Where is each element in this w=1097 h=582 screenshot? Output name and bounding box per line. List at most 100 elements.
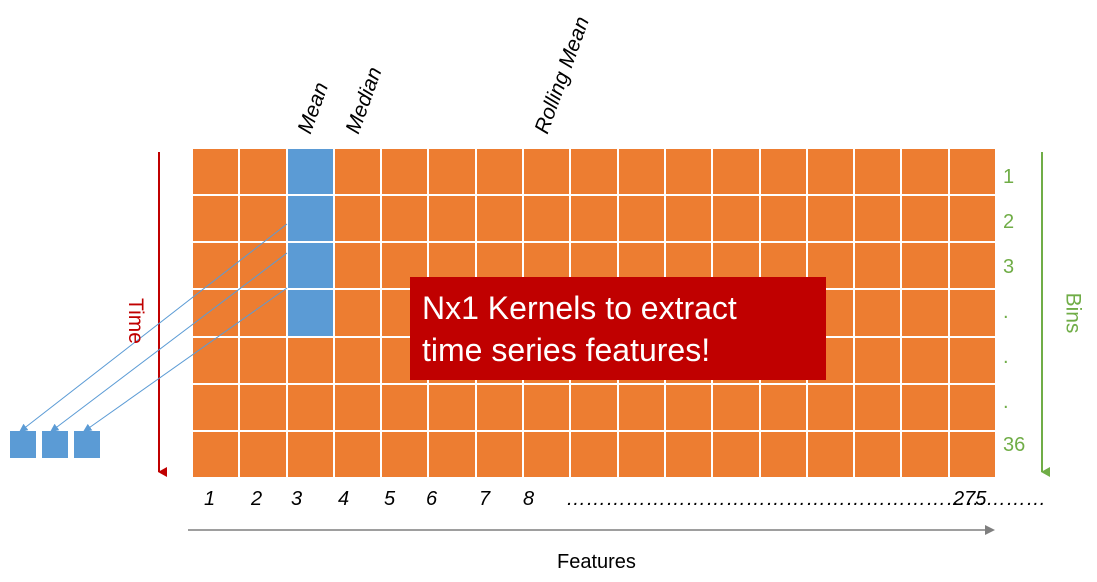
grid-cell [901,336,949,384]
grid-cell [712,148,760,196]
grid-cell [712,430,760,478]
bin-label: . [1003,391,1009,413]
grid-cell [192,430,240,478]
grid-cell [570,148,618,196]
grid-cell [286,430,334,478]
grid-cell [664,148,713,196]
grid-cell [854,242,902,290]
grid-cell [617,383,665,431]
feature-number: 6 [426,488,438,510]
grid-cell [428,383,476,431]
grid-cell [333,195,382,243]
grid-cell [523,195,571,243]
feature-ellipsis: ……………………………………………………………… [566,488,1046,510]
grid-cell [854,430,902,478]
grid-cell [239,336,287,384]
grid-cell [239,383,287,431]
grid-cell [948,195,996,243]
grid-cell [286,148,334,196]
grid-cell [475,383,524,431]
feature-number: 2 [251,488,263,510]
grid-cell [759,195,807,243]
grid-cell [901,195,949,243]
grid-cell [523,148,571,196]
grid-cell [948,430,996,478]
kernel-banner: Nx1 Kernels to extract time series featu… [410,277,826,380]
feature-number-last: 275 [953,488,987,510]
bin-label: 3 [1003,256,1015,278]
grid-cell [428,195,476,243]
grid-cell [192,148,240,196]
grid-cell [617,430,665,478]
grid-cell [381,242,429,290]
grid-cell [239,289,287,337]
bin-label: 2 [1003,211,1015,233]
bin-label: 1 [1003,166,1015,188]
grid-cell [333,430,382,478]
grid-cell [854,195,902,243]
feature-number: 8 [523,488,535,510]
grid-cell [192,289,240,337]
grid-cell [381,148,429,196]
kernel-arrow-3 [82,287,288,433]
feature-number: 4 [338,488,350,510]
banner-line-2: time series features! [422,332,711,368]
kernel-arrow-2 [49,252,288,433]
grid-cell [475,195,524,243]
grid-cell [475,430,524,478]
grid-cell [428,148,476,196]
grid-cell [664,430,713,478]
grid-cell [854,383,902,431]
grid-cell [712,195,760,243]
grid-cell [617,148,665,196]
grid-cell [286,289,334,337]
grid-cell [854,336,902,384]
grid-cell [239,195,287,243]
time-axis-label: Time [123,298,147,344]
grid-cell [192,383,240,431]
grid-cell [948,336,996,384]
grid-cell [901,242,949,290]
features-axis-label: Features [557,551,636,573]
grid-cell [854,148,902,196]
grid-cell [664,383,713,431]
grid-cell [475,148,524,196]
grid-cell [948,242,996,290]
grid-cell [901,289,949,337]
bin-label: . [1003,301,1009,323]
grid-cell [239,430,287,478]
feature-number: 3 [291,488,303,510]
grid-cell [523,430,571,478]
grid-cell [901,148,949,196]
grid-cell [286,336,334,384]
grid-cell [948,383,996,431]
grid-cell [239,242,287,290]
grid-cell [381,430,429,478]
grid-cell [192,336,240,384]
grid-cell [286,383,334,431]
grid-cell [948,148,996,196]
grid-cell [286,195,334,243]
grid-cell [333,383,382,431]
grid-cell [854,289,902,337]
grid-cell [617,195,665,243]
grid-cell [712,383,760,431]
grid-cell [333,148,382,196]
grid-cell [948,289,996,337]
grid-cell [806,383,855,431]
output-box-2 [42,431,68,458]
grid-cell [381,195,429,243]
grid-cell [806,148,855,196]
feature-number: 1 [204,488,216,510]
grid-cell [239,148,287,196]
grid-cell [664,195,713,243]
grid-cell [901,430,949,478]
kernel-arrow-1 [18,223,288,433]
grid-cell [381,383,429,431]
feature-number: 5 [384,488,396,510]
grid-cell [333,336,382,384]
grid-cell [759,430,807,478]
grid-cell [523,383,571,431]
